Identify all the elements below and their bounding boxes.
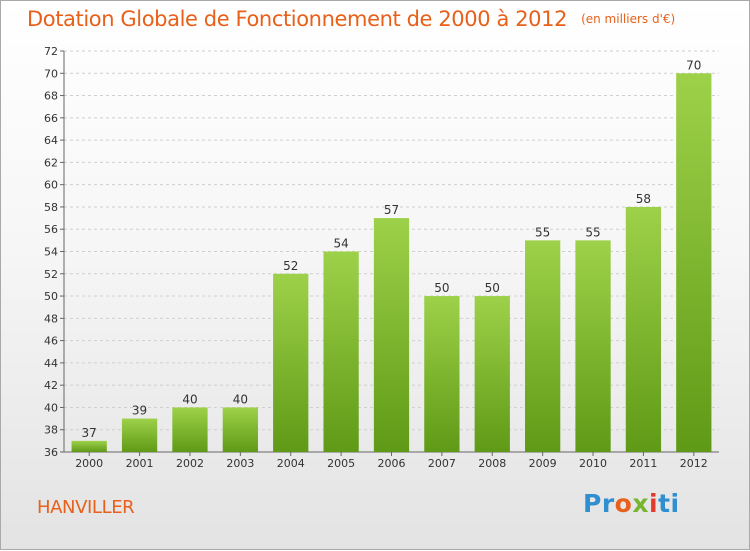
- x-tick-label: 2000: [75, 457, 103, 470]
- y-tick-label: 50: [44, 290, 58, 303]
- axes: 36 38 40 42 44 46 48 50 52 54 56 58 60 62 64 66 68 70 72 20…: [44, 45, 719, 470]
- bar-2012: [676, 73, 712, 453]
- x-tick-label: 2001: [126, 457, 154, 470]
- commune-name: HANVILLER: [37, 497, 135, 518]
- y-tick-label: 40: [44, 401, 58, 414]
- bar-2010: [575, 240, 611, 452]
- x-tick-label: 2004: [277, 457, 305, 470]
- value-label-2009: 55: [535, 225, 550, 239]
- value-label-2011: 58: [636, 192, 651, 206]
- y-tick-label: 42: [44, 379, 58, 392]
- bars: [71, 73, 712, 453]
- bar-2004: [273, 273, 309, 452]
- y-tick-label: 38: [44, 424, 58, 437]
- bar-2005: [323, 251, 359, 452]
- value-label-2003: 40: [233, 392, 248, 406]
- value-label-2007: 50: [434, 281, 449, 295]
- value-label-2000: 37: [82, 426, 97, 440]
- value-label-2004: 52: [283, 259, 298, 273]
- y-tick-label: 62: [44, 156, 58, 169]
- bar-2003: [222, 407, 258, 452]
- bar-2006: [373, 218, 410, 452]
- y-tick-label: 64: [44, 134, 58, 147]
- bar-2002: [172, 407, 208, 452]
- y-tick-label: 72: [44, 45, 58, 58]
- value-label-2001: 39: [132, 404, 147, 418]
- value-label-2005: 54: [333, 237, 348, 251]
- bar-2001: [121, 418, 158, 452]
- value-label-2006: 57: [384, 203, 399, 217]
- title-unit: (en milliers d'€): [581, 12, 676, 26]
- x-tick-label: 2012: [680, 457, 708, 470]
- y-tick-label: 54: [44, 246, 58, 259]
- value-label-2012: 70: [686, 58, 701, 72]
- y-tick-label: 46: [44, 335, 58, 348]
- bar-2009: [525, 240, 561, 452]
- value-label-2002: 40: [182, 392, 197, 406]
- x-tick-label: 2005: [327, 457, 355, 470]
- x-tick-label: 2008: [478, 457, 506, 470]
- x-tick-label: 2007: [428, 457, 456, 470]
- bar-2007: [424, 296, 460, 452]
- y-tick-label: 66: [44, 112, 58, 125]
- y-tick-label: 48: [44, 312, 58, 325]
- chart-title: Dotation Globale de Fonctionnement de 20…: [27, 7, 675, 31]
- x-tick-label: 2011: [629, 457, 657, 470]
- x-tick-label: 2010: [579, 457, 607, 470]
- value-labels: 37 39 40 40 52 54 57 50 50 55 55 58 70: [82, 58, 702, 440]
- y-tick-label: 58: [44, 201, 58, 214]
- x-tick-label: 2009: [529, 457, 557, 470]
- y-tick-label: 36: [44, 446, 58, 459]
- proxiti-logo: Proxiti: [583, 489, 680, 518]
- x-tick-label: 2002: [176, 457, 204, 470]
- title-text: Dotation Globale de Fonctionnement de 20…: [27, 7, 568, 31]
- y-tick-label: 70: [44, 67, 58, 80]
- y-tick-label: 60: [44, 179, 58, 192]
- value-label-2010: 55: [585, 225, 600, 239]
- x-tick-label: 2003: [226, 457, 254, 470]
- y-tick-label: 68: [44, 90, 58, 103]
- bar-2011: [625, 206, 662, 452]
- x-tick-label: 2006: [378, 457, 406, 470]
- bar-2008: [474, 296, 510, 452]
- bar-2000: [71, 440, 107, 452]
- y-tick-label: 56: [44, 223, 58, 236]
- y-tick-label: 44: [44, 357, 58, 370]
- value-label-2008: 50: [485, 281, 500, 295]
- y-tick-label: 52: [44, 268, 58, 281]
